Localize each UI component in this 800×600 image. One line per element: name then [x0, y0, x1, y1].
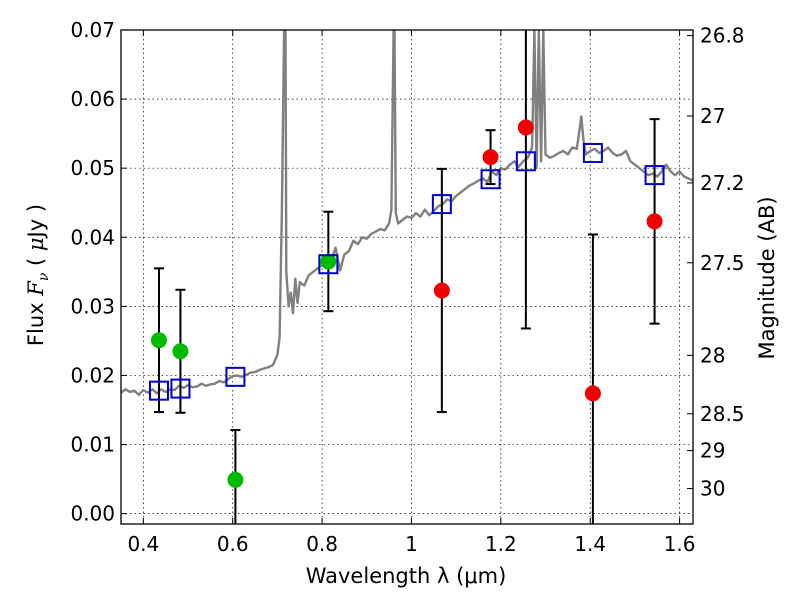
nir-point	[584, 385, 601, 402]
model-square-marker	[582, 142, 603, 163]
optical-point	[172, 343, 189, 360]
x-tick-label: 0.4	[127, 532, 159, 556]
model-square-marker	[170, 378, 191, 399]
model-square-marker	[431, 194, 452, 215]
mag-tick-label: 29	[700, 439, 725, 463]
model-square-marker	[225, 366, 246, 387]
mag-tick-label: 28	[700, 343, 725, 367]
x-tick-label: 0.8	[306, 532, 338, 556]
mag-tick-label: 27	[700, 104, 725, 128]
ticks	[121, 29, 693, 524]
optical-point	[150, 332, 167, 349]
error-bar	[520, 30, 531, 330]
y-tick-label: 0.05	[70, 156, 115, 180]
y-tick-label: 0.03	[70, 294, 115, 318]
y-tick-label: 0.01	[70, 433, 115, 457]
model-square-marker	[318, 254, 339, 275]
plot-frame	[120, 29, 694, 525]
optical-point	[227, 471, 244, 488]
y-tick-label: 0.02	[70, 363, 115, 387]
x-axis-label: Wavelength λ (μm)	[306, 564, 507, 588]
x-tick-label: 0.6	[217, 532, 249, 556]
y-axis-label-left: Flux Fν ( μJy )	[24, 204, 52, 346]
model-square-marker	[515, 151, 536, 172]
data-markers	[148, 119, 665, 488]
spectrum-line	[121, 30, 693, 396]
mag-tick-label: 27.5	[700, 251, 745, 275]
tick-labels: 0.4 0.6 0.8 1 1.2 1.4 1.6 0.00 0.01 0.02 0.03 0.04 0…	[70, 18, 744, 556]
error-bars	[153, 30, 660, 524]
mag-tick-label: 30	[700, 477, 725, 501]
mag-tick-label: 26.8	[700, 24, 745, 48]
model-square-marker	[644, 165, 665, 186]
x-tick-label: 1.6	[664, 532, 696, 556]
nir-point	[482, 149, 499, 166]
nir-point	[433, 282, 450, 299]
y-axis-label-right: Magnitude (AB)	[755, 196, 779, 359]
model-square-marker	[148, 380, 169, 401]
y-tick-label: 0.06	[70, 87, 115, 111]
grid	[121, 29, 693, 524]
y-tick-label: 0.07	[70, 18, 115, 42]
model-square-marker	[480, 169, 501, 190]
nir-point	[517, 119, 534, 136]
error-bar	[587, 233, 598, 524]
model-spectrum	[121, 30, 693, 396]
mag-tick-label: 27.2	[700, 171, 745, 195]
y-tick-label: 0.00	[70, 502, 115, 526]
x-tick-label: 1	[405, 532, 418, 556]
x-tick-label: 1.2	[485, 532, 517, 556]
y-tick-label: 0.04	[70, 225, 115, 249]
optical-point	[320, 253, 337, 270]
x-tick-label: 1.4	[574, 532, 606, 556]
nir-point	[646, 213, 663, 230]
mag-tick-label: 28.5	[700, 402, 745, 426]
